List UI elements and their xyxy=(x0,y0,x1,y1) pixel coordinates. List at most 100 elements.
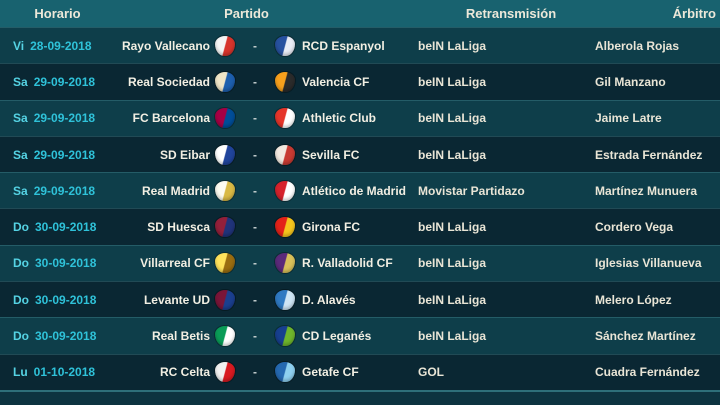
match-row: Vi 28-09-2018 Rayo Vallecano - RCD Espan… xyxy=(0,27,720,64)
schedule-cell: Do 30-09-2018 xyxy=(0,293,115,307)
match-row: Do 30-09-2018 Levante UD - D. Alavés beI… xyxy=(0,281,720,318)
match-row: Lu 01-10-2018 RC Celta - Getafe CF GOL C… xyxy=(0,353,720,390)
schedule-cell: Do 30-09-2018 xyxy=(0,220,115,234)
date-label: 29-09-2018 xyxy=(33,183,96,198)
broadcast-cell: beIN LaLiga xyxy=(412,148,592,162)
away-team-crest-icon xyxy=(275,35,295,56)
vs-dash: - xyxy=(253,329,257,344)
referee-label: Jaime Latre xyxy=(595,111,662,126)
away-team-crest-icon xyxy=(275,253,295,274)
home-team-name: Real Madrid xyxy=(141,183,210,198)
away-team-crest-icon xyxy=(275,217,295,238)
match-row: Sa 29-09-2018 Real Sociedad - Valencia C… xyxy=(0,63,720,100)
column-header-arbitro: Árbitro xyxy=(672,6,716,21)
match-row: Do 30-09-2018 Villarreal CF - R. Vallado… xyxy=(0,244,720,282)
vs-dash: - xyxy=(253,292,257,307)
home-team-crest-icon xyxy=(215,180,235,201)
referee-label: Cuadra Fernández xyxy=(595,365,700,380)
home-team-name: Levante UD xyxy=(143,292,210,307)
home-team-crest-icon xyxy=(215,289,235,310)
broadcast-label: beIN LaLiga xyxy=(418,74,487,89)
home-team-name: Rayo Vallecano xyxy=(121,38,210,53)
home-team-name: Villarreal CF xyxy=(140,256,210,271)
broadcast-cell: Movistar Partidazo xyxy=(412,184,592,198)
broadcast-cell: beIN LaLiga xyxy=(412,39,592,53)
broadcast-cell: beIN LaLiga xyxy=(412,256,592,270)
away-team-crest-icon xyxy=(275,362,295,383)
match-row: Sa 29-09-2018 FC Barcelona - Athletic Cl… xyxy=(0,99,720,136)
home-team-name: SD Huesca xyxy=(147,220,210,235)
day-label: Vi xyxy=(13,38,25,53)
match-row: Do 30-09-2018 SD Huesca - Girona FC beIN… xyxy=(0,208,720,245)
match-cell: Villarreal CF - R. Valladolid CF xyxy=(115,253,412,274)
vs-dash: - xyxy=(253,220,257,235)
broadcast-label: beIN LaLiga xyxy=(418,220,487,235)
referee-label: Iglesias Villanueva xyxy=(595,256,702,271)
match-cell: Rayo Vallecano - RCD Espanyol xyxy=(115,35,412,56)
away-team-name: CD Leganés xyxy=(302,329,372,344)
next-row-partial xyxy=(0,389,720,405)
match-row: Do 30-09-2018 Real Betis - CD Leganés be… xyxy=(0,317,720,354)
home-team-crest-icon xyxy=(215,253,235,274)
day-label: Sa xyxy=(13,111,28,126)
schedule-cell: Lu 01-10-2018 xyxy=(0,365,115,379)
match-cell: Real Sociedad - Valencia CF xyxy=(115,71,412,92)
away-team-name: RCD Espanyol xyxy=(302,38,385,53)
match-cell: SD Eibar - Sevilla FC xyxy=(115,144,412,165)
column-header-retransmision: Retransmisión xyxy=(465,6,557,21)
home-team-crest-icon xyxy=(215,35,235,56)
vs-dash: - xyxy=(253,183,257,198)
day-label: Do xyxy=(13,329,29,344)
referee-cell: Gil Manzano xyxy=(592,75,720,89)
referee-cell: Cuadra Fernández xyxy=(592,365,720,379)
schedule-cell: Do 30-09-2018 xyxy=(0,329,115,343)
schedule-cell: Do 30-09-2018 xyxy=(0,256,115,270)
vs-dash: - xyxy=(253,74,257,89)
away-team-name: Atlético de Madrid xyxy=(302,183,407,198)
vs-dash: - xyxy=(253,147,257,162)
match-row: Sa 29-09-2018 Real Madrid - Atlético de … xyxy=(0,172,720,209)
referee-cell: Jaime Latre xyxy=(592,111,720,125)
referee-cell: Martínez Munuera xyxy=(592,184,720,198)
date-label: 30-09-2018 xyxy=(35,292,97,307)
date-label: 29-09-2018 xyxy=(33,147,96,162)
schedule-cell: Vi 28-09-2018 xyxy=(0,39,115,53)
broadcast-cell: GOL xyxy=(412,365,592,379)
schedule-cell: Sa 29-09-2018 xyxy=(0,111,115,125)
referee-label: Cordero Vega xyxy=(595,220,674,235)
away-team-crest-icon xyxy=(275,108,295,129)
match-cell: Levante UD - D. Alavés xyxy=(115,289,412,310)
match-cell: Real Betis - CD Leganés xyxy=(115,326,412,347)
broadcast-cell: beIN LaLiga xyxy=(412,329,592,343)
away-team-name: Getafe CF xyxy=(302,365,359,380)
day-label: Do xyxy=(13,220,29,235)
broadcast-label: Movistar Partidazo xyxy=(418,183,525,198)
match-row: Sa 29-09-2018 SD Eibar - Sevilla FC beIN… xyxy=(0,135,720,173)
away-team-crest-icon xyxy=(275,326,295,347)
home-team-name: RC Celta xyxy=(159,365,210,380)
vs-dash: - xyxy=(253,111,257,126)
schedule-cell: Sa 29-09-2018 xyxy=(0,148,115,162)
column-header-horario: Horario xyxy=(34,6,81,21)
vs-dash: - xyxy=(253,38,257,53)
day-label: Sa xyxy=(13,183,28,198)
schedule-cell: Sa 29-09-2018 xyxy=(0,184,115,198)
home-team-crest-icon xyxy=(215,144,235,165)
away-team-name: Girona FC xyxy=(302,220,361,235)
match-cell: SD Huesca - Girona FC xyxy=(115,217,412,238)
home-team-crest-icon xyxy=(215,108,235,129)
home-team-crest-icon xyxy=(215,326,235,347)
broadcast-label: beIN LaLiga xyxy=(418,292,487,307)
away-team-name: Sevilla FC xyxy=(302,147,360,162)
referee-label: Alberola Rojas xyxy=(595,38,680,53)
referee-label: Martínez Munuera xyxy=(595,183,698,198)
referee-label: Melero López xyxy=(595,292,672,307)
broadcast-label: beIN LaLiga xyxy=(418,329,487,344)
away-team-crest-icon xyxy=(275,71,295,92)
broadcast-label: beIN LaLiga xyxy=(418,147,487,162)
date-label: 30-09-2018 xyxy=(35,256,97,271)
date-label: 30-09-2018 xyxy=(35,220,97,235)
vs-dash: - xyxy=(253,365,257,380)
away-team-crest-icon xyxy=(275,289,295,310)
